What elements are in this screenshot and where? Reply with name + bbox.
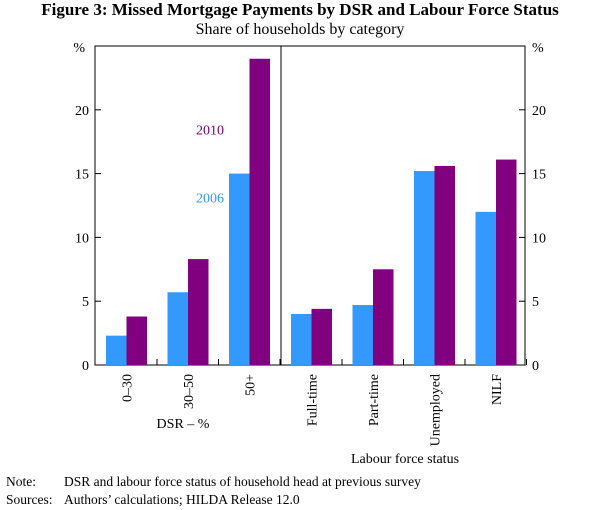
bar-2006 [414, 171, 435, 365]
y-tick-label-left: 5 [82, 295, 89, 310]
bar-2006 [352, 305, 373, 365]
y-tick-label-right: 15 [532, 168, 546, 183]
bar-2010 [496, 159, 517, 365]
x-tick-label: Part-time [367, 374, 382, 426]
x-tick-label: 0–30 [121, 374, 136, 402]
bar-2006 [291, 313, 312, 365]
x-tick-label: Full-time [306, 374, 321, 426]
y-tick-label-left: 15 [75, 168, 89, 183]
y-tick-label-right: 20 [532, 104, 546, 119]
note-label: Note: [6, 474, 36, 489]
bar-2010 [311, 308, 332, 365]
y-unit-label-left: % [73, 41, 85, 56]
bar-2010 [249, 58, 270, 365]
series-label-2006: 2006 [196, 192, 224, 207]
bar-2010 [434, 165, 455, 365]
y-unit-label-right: % [532, 41, 544, 56]
y-tick-label-left: 20 [75, 104, 89, 119]
y-tick-label-right: 0 [532, 359, 539, 374]
y-tick-label-left: 10 [75, 231, 89, 246]
x-tick-label: 30–50 [182, 374, 197, 409]
bar-2010 [373, 269, 394, 365]
note-text: DSR and labour force status of household… [64, 474, 421, 489]
sources-text: Authors’ calculations; HILDA Release 12.… [64, 492, 300, 507]
x-tick-label: 50+ [244, 374, 259, 396]
sources-line: Sources: Authors’ calculations; HILDA Rel… [6, 491, 300, 508]
chart-title: Figure 3: Missed Mortgage Payments by DS… [41, 0, 559, 19]
chart-subtitle: Share of households by category [195, 21, 405, 38]
y-tick-label-right: 10 [532, 231, 546, 246]
bar-2006 [475, 211, 496, 365]
sources-label: Sources: [6, 492, 53, 507]
bar-2010 [188, 259, 209, 365]
x-axis-label-dsr: DSR – % [157, 417, 210, 432]
x-axis-label-labour: Labour force status [351, 452, 459, 467]
bar-chart: 0 0 5 5 10 10 15 15 20 20% % 0–30 30–50 50+ Full-time P… [73, 41, 546, 467]
bar-2006 [167, 292, 188, 365]
bar-2006 [106, 335, 127, 365]
x-tick-label: Unemployed [429, 374, 444, 446]
y-tick-label-left: 0 [82, 359, 89, 374]
bar-2006 [229, 173, 250, 365]
x-tick-label: NILF [490, 374, 505, 405]
series-label-2010: 2010 [196, 124, 224, 139]
note-line: Note: DSR and labour force status of hous… [6, 473, 421, 490]
bar-2010 [126, 316, 147, 365]
y-tick-label-right: 5 [532, 295, 539, 310]
